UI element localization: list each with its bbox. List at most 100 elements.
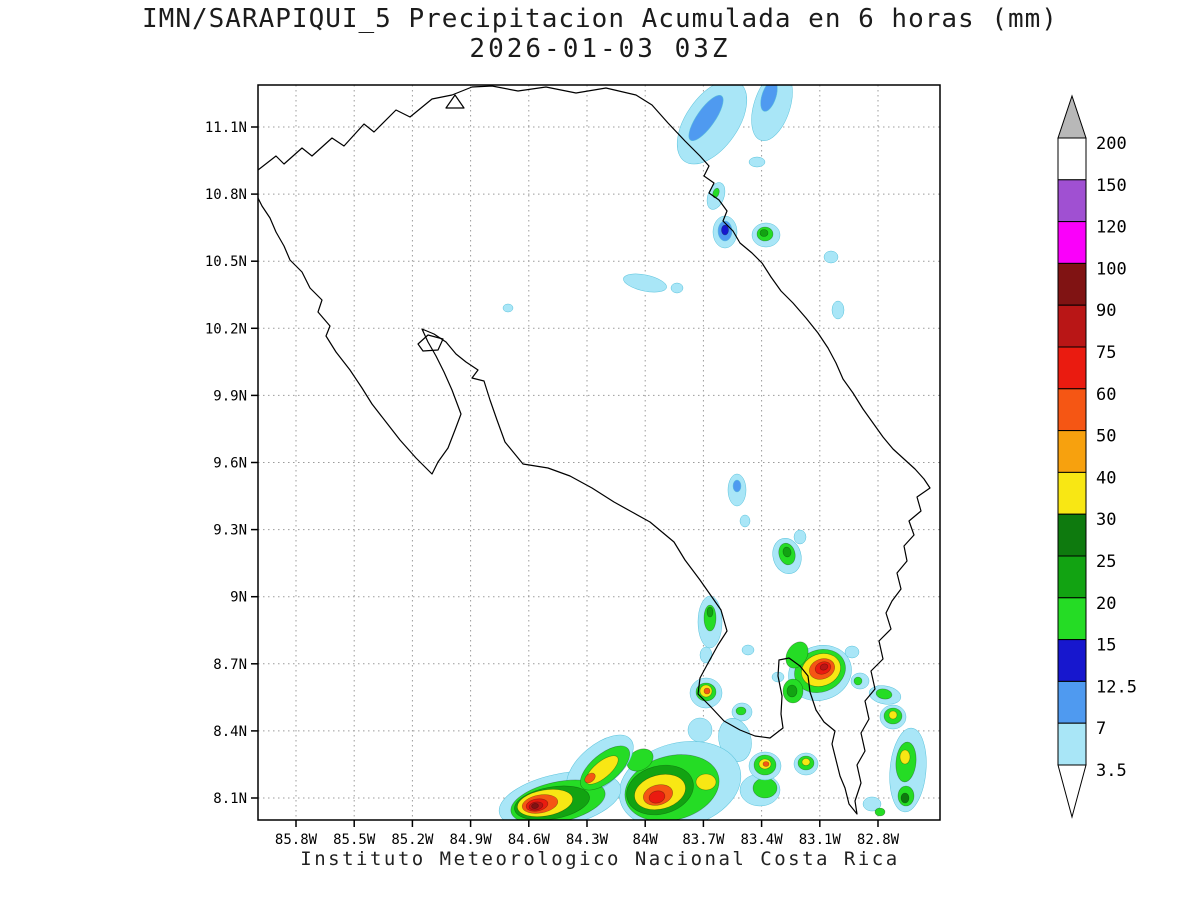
y-tick-label: 8.1N bbox=[213, 791, 247, 807]
colorbar-label: 3.5 bbox=[1096, 761, 1127, 781]
precip-cell bbox=[703, 604, 717, 632]
precip-cell bbox=[502, 303, 514, 313]
precip-cell bbox=[695, 773, 717, 791]
chart-subtitle: 2026-01-03 03Z bbox=[469, 34, 731, 64]
colorbar-segment bbox=[1057, 304, 1087, 348]
precip-cell bbox=[623, 273, 667, 293]
colorbar-segment bbox=[1057, 346, 1087, 390]
precip-cell bbox=[844, 645, 860, 659]
precip-cell bbox=[793, 529, 807, 545]
plot-border bbox=[257, 84, 941, 821]
chart-title: IMN/SARAPIQUI_5 Precipitacion Acumulada … bbox=[142, 4, 1058, 34]
y-tick-label: 9N bbox=[230, 590, 247, 606]
precip-cell bbox=[831, 300, 845, 320]
x-tick-label: 83.7W bbox=[682, 832, 725, 848]
precip-cell bbox=[786, 684, 798, 698]
colorbar-segment bbox=[1057, 221, 1087, 264]
x-tick-label: 84W bbox=[633, 832, 659, 848]
colorbar-arrow-under bbox=[1057, 764, 1087, 819]
y-tick-label: 8.4N bbox=[213, 724, 247, 740]
colorbar-label: 60 bbox=[1096, 385, 1116, 405]
precip-cell bbox=[648, 790, 666, 804]
coastline-path bbox=[258, 85, 931, 815]
colorbar-segment bbox=[1057, 137, 1087, 181]
precip-cell bbox=[752, 777, 778, 799]
x-tick-label: 85.8W bbox=[275, 832, 318, 848]
y-tick-label: 9.3N bbox=[213, 523, 247, 539]
x-tick-label: 85.2W bbox=[391, 832, 434, 848]
precip-cell bbox=[823, 250, 839, 264]
precip-cell bbox=[762, 761, 770, 767]
colorbar-segment bbox=[1057, 388, 1087, 432]
colorbar-label: 20 bbox=[1096, 594, 1116, 614]
colorbar-arrow-over bbox=[1057, 94, 1087, 139]
colorbar-label: 40 bbox=[1096, 468, 1116, 488]
colorbar-label: 7 bbox=[1096, 719, 1106, 739]
precip-cell bbox=[759, 229, 769, 237]
precip-cell bbox=[741, 644, 755, 656]
precip-cell bbox=[739, 514, 751, 528]
precip-cell bbox=[699, 646, 713, 664]
precip-cell bbox=[900, 792, 910, 804]
colorbar-segment bbox=[1057, 513, 1087, 557]
colorbar-label: 12.5 bbox=[1096, 677, 1137, 697]
y-tick-label: 9.9N bbox=[213, 388, 247, 404]
precip-cell bbox=[732, 479, 742, 493]
precip-cell bbox=[703, 687, 711, 695]
x-tick-label: 84.6W bbox=[508, 832, 551, 848]
x-tick-label: 83.1W bbox=[799, 832, 842, 848]
colorbar-segment bbox=[1057, 430, 1087, 473]
colorbar-segment bbox=[1057, 555, 1087, 599]
chart-footer: Instituto Meteorologico Nacional Costa R… bbox=[300, 848, 900, 870]
precip-cell bbox=[782, 546, 792, 558]
coastline-path bbox=[445, 94, 465, 109]
graticule-grid bbox=[258, 85, 940, 820]
precip-cell bbox=[688, 95, 724, 141]
precip-cell bbox=[721, 224, 729, 236]
colorbar-label: 25 bbox=[1096, 552, 1116, 572]
y-tick-label: 8.7N bbox=[213, 657, 247, 673]
x-tick-label: 83.4W bbox=[741, 832, 784, 848]
coastline bbox=[258, 85, 931, 815]
precip-cell bbox=[706, 606, 714, 618]
precip-cell bbox=[888, 710, 898, 720]
precip-cell bbox=[785, 641, 809, 669]
precip-cell bbox=[875, 688, 893, 700]
x-tick-label: 85.5W bbox=[333, 832, 376, 848]
precip-cell bbox=[670, 282, 684, 294]
colorbar-segment bbox=[1057, 722, 1087, 766]
x-tick-label: 84.3W bbox=[566, 832, 609, 848]
y-tick-label: 9.6N bbox=[213, 456, 247, 472]
colorbar-label: 120 bbox=[1096, 218, 1127, 238]
colorbar-segment bbox=[1057, 262, 1087, 306]
x-tick-label: 84.9W bbox=[450, 832, 493, 848]
colorbar-label: 15 bbox=[1096, 636, 1116, 656]
colorbar-segment bbox=[1057, 471, 1087, 515]
coastline-path bbox=[417, 334, 444, 352]
precip-cell bbox=[584, 772, 596, 784]
colorbar-label: 75 bbox=[1096, 343, 1116, 363]
precip-cell bbox=[687, 717, 713, 743]
precip-cell bbox=[760, 85, 778, 112]
colorbar-segment bbox=[1057, 597, 1087, 641]
precip-cell bbox=[531, 803, 539, 809]
precip-cell bbox=[748, 156, 766, 168]
precip-cell bbox=[801, 758, 811, 766]
precip-cell bbox=[874, 807, 886, 817]
colorbar-segment bbox=[1057, 179, 1087, 223]
precip-cell bbox=[626, 748, 654, 772]
colorbar-label: 100 bbox=[1096, 259, 1127, 279]
colorbar-label: 50 bbox=[1096, 427, 1116, 447]
y-tick-label: 10.2N bbox=[205, 321, 247, 337]
x-tick-label: 82.8W bbox=[857, 832, 900, 848]
precip-cell bbox=[819, 663, 829, 671]
colorbar-segment bbox=[1057, 639, 1087, 682]
precip-cell bbox=[899, 749, 911, 765]
precip-cell bbox=[853, 676, 863, 686]
colorbar-label: 200 bbox=[1096, 134, 1127, 154]
y-tick-label: 10.5N bbox=[205, 254, 247, 270]
colorbar-label: 30 bbox=[1096, 510, 1116, 530]
colorbar: 200 150 120 100 90 75 60 50 40 30 25 20 15 12.5 7 3.5 bbox=[1057, 94, 1137, 819]
